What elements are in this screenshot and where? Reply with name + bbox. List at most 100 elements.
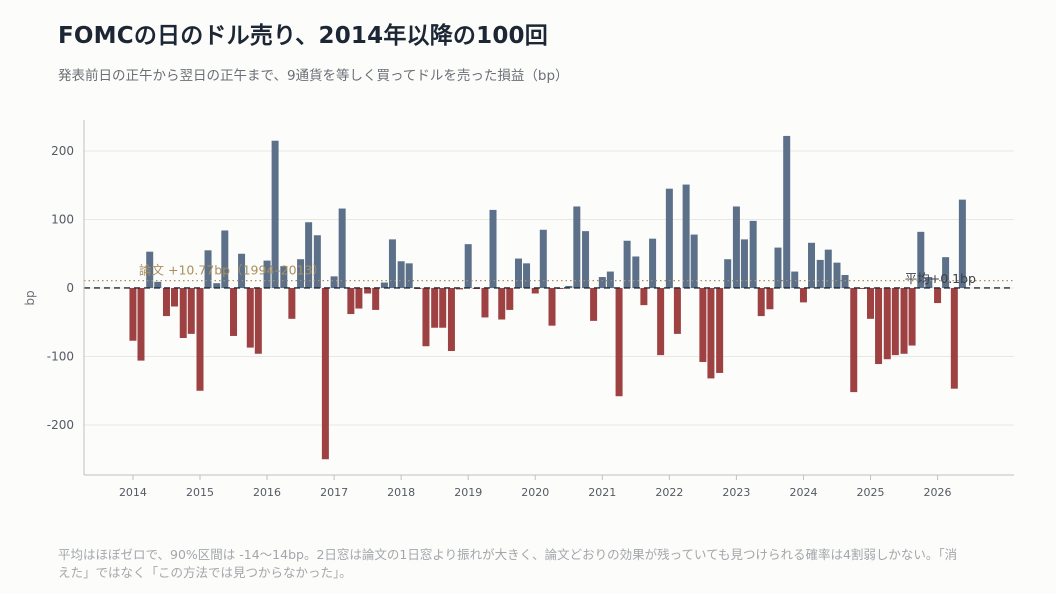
bar [917, 231, 925, 288]
x-tick-label: 2020 [521, 486, 549, 499]
bar [582, 231, 590, 288]
bar [171, 288, 179, 307]
bar [246, 288, 254, 348]
y-tick-label: -100 [47, 350, 74, 364]
y-tick-label: -200 [47, 418, 74, 432]
bar [129, 288, 137, 341]
bar [883, 288, 891, 360]
y-tick-label: 100 [51, 213, 74, 227]
bar [146, 251, 154, 288]
x-tick-label: 2018 [387, 486, 415, 499]
bar [489, 209, 497, 288]
bar [313, 235, 321, 288]
bar [330, 276, 338, 288]
bar [699, 288, 707, 362]
bar [481, 288, 489, 318]
bar [506, 288, 514, 310]
bar [925, 277, 933, 288]
bar [187, 288, 195, 334]
bar [280, 266, 288, 288]
bar [783, 135, 791, 288]
y-tick-label: 200 [51, 144, 74, 158]
bar [347, 288, 355, 315]
bar [791, 271, 799, 288]
bar [196, 288, 204, 391]
bar [305, 222, 313, 288]
bar [833, 262, 841, 288]
bar [439, 288, 447, 328]
bar [657, 288, 665, 356]
bar [230, 288, 238, 336]
bar [732, 206, 740, 288]
bar [498, 288, 506, 320]
bar [774, 247, 782, 288]
bar [799, 288, 807, 303]
bar [221, 230, 229, 288]
bar [808, 242, 816, 288]
mean-reference-label: 平均+0.1bp [905, 271, 976, 286]
bar [380, 282, 388, 288]
bar [958, 199, 966, 288]
bar [548, 288, 556, 326]
bar [850, 288, 858, 393]
x-tick-label: 2026 [924, 486, 952, 499]
x-tick-label: 2021 [588, 486, 616, 499]
x-tick-label: 2023 [722, 486, 750, 499]
bar [364, 288, 372, 294]
x-tick-labels: 2014 2015 2016 2017 2018 2019 2020 2021 2022 2023… [119, 475, 952, 499]
bar [867, 288, 875, 319]
bar [573, 206, 581, 288]
bar [179, 288, 187, 338]
bar [422, 288, 430, 347]
bar [707, 288, 715, 379]
bar [598, 277, 606, 288]
paper-reference-label: 論文 +10.77bp（1994–2013） [139, 263, 325, 278]
x-tick-label: 2016 [253, 486, 281, 499]
chart-title: FOMCの日のドル売り、2014年以降の100回 [58, 23, 548, 49]
bar [858, 288, 866, 289]
bar [841, 274, 849, 288]
bar [514, 258, 522, 288]
bar [238, 253, 246, 288]
bar [766, 288, 774, 310]
bar [908, 288, 916, 346]
bar [355, 288, 363, 309]
bar [523, 263, 531, 288]
bar [673, 288, 681, 334]
bar [162, 288, 170, 317]
bar [740, 239, 748, 288]
bar [649, 238, 657, 288]
bar [431, 288, 439, 328]
x-tick-label: 2019 [454, 486, 482, 499]
bar [565, 285, 573, 288]
bar [950, 288, 958, 389]
bar [716, 288, 724, 373]
bar [297, 259, 305, 288]
bar [254, 288, 262, 354]
bar-chart: 200 100 0 -100 -200 2014 2015 2016 2017 2018 2019… [23, 120, 1014, 499]
bar [623, 240, 631, 288]
bar [900, 288, 908, 354]
bar [875, 288, 883, 365]
y-tick-label: 0 [66, 281, 74, 295]
bar [665, 188, 673, 288]
bar [204, 250, 212, 288]
grid-lines [84, 150, 1014, 426]
bar [288, 288, 296, 319]
bar [942, 257, 950, 288]
x-tick-label: 2015 [186, 486, 214, 499]
bar [606, 271, 614, 288]
bar [263, 260, 271, 288]
bar [388, 239, 396, 288]
x-tick-label: 2025 [857, 486, 885, 499]
bar [891, 288, 899, 356]
footnote: 平均はほぼゼロで、90%区間は -14〜14bp。2日窓は論文の1日窓より振れが… [58, 547, 958, 580]
bar [447, 288, 455, 352]
bar [632, 256, 640, 288]
bar [824, 249, 832, 288]
bar [640, 288, 648, 306]
bar [137, 288, 145, 361]
bar [271, 140, 279, 288]
bar [539, 229, 547, 288]
x-tick-label: 2017 [320, 486, 348, 499]
